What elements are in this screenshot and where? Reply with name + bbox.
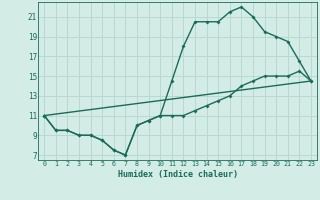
X-axis label: Humidex (Indice chaleur): Humidex (Indice chaleur)	[118, 170, 238, 179]
